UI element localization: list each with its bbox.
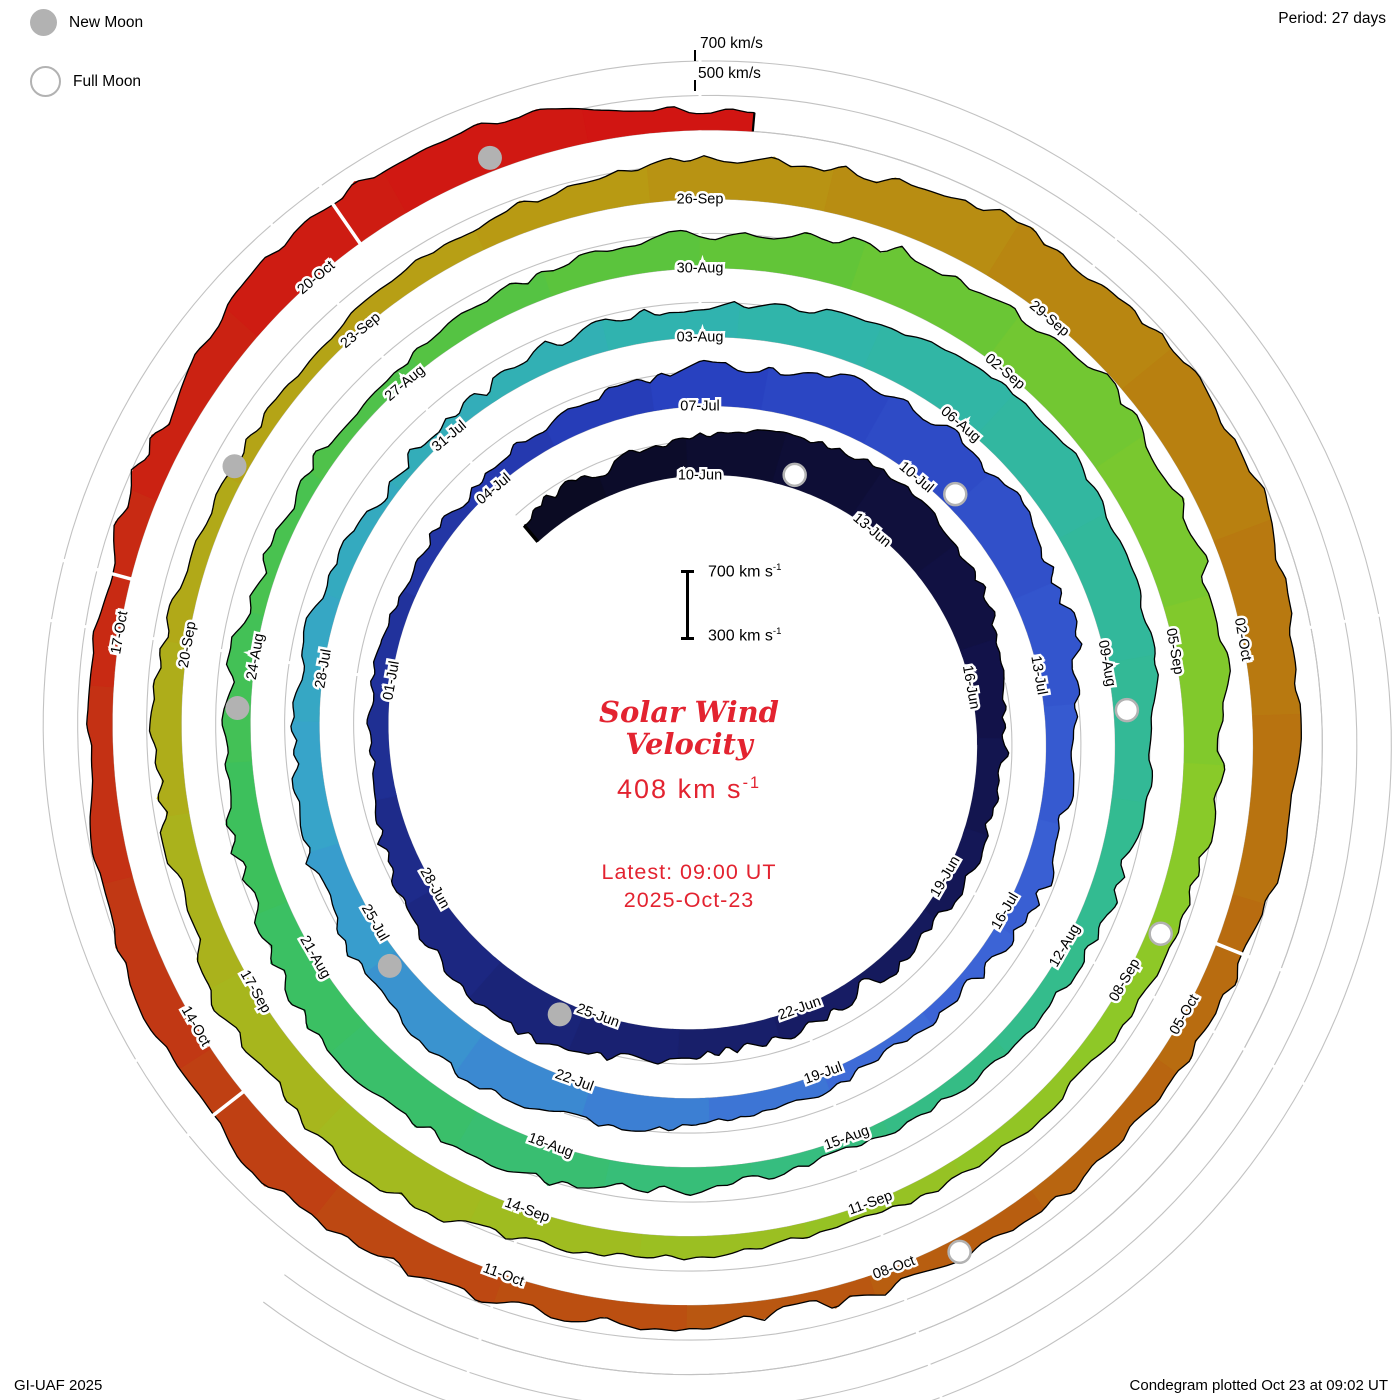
velocity-band-segment [86,670,133,885]
spiral-date-label: 15-Aug [822,1123,871,1154]
scalebar-top-label: 700 km s-1 [708,562,781,581]
full-moon-label: Full Moon [73,72,142,90]
grid-tick-gap [1308,613,1382,630]
velocity-band-segment [814,1012,933,1097]
velocity-scalebar-top-cap [681,570,694,573]
plotted-label: Condegram plotted Oct 23 at 09:02 UT [1129,1377,1388,1394]
velocity-band-segment [671,1276,876,1332]
spiral-date-label: 07-Jul [680,399,720,415]
latest-timestamp: Latest: 09:00 UT 2025-Oct-23 [444,858,934,915]
new-moon-marker [225,696,250,721]
legend-new-moon: New Moon [30,9,143,36]
velocity-band-segment [1148,762,1226,941]
new-moon-marker [377,953,402,978]
scalebar-bottom-exp: -1 [772,626,782,637]
trace-start-cap [522,524,540,543]
velocity-band-segment [1036,704,1078,834]
velocity-band-segment [455,1187,642,1258]
full-moon-marker [947,1239,972,1265]
velocity-band-segment [669,1016,780,1060]
velocity-band-segment [581,106,755,143]
full-moon-icon [30,66,61,97]
legend-full-moon: Full Moon [30,66,141,97]
velocity-band-segment [571,1082,710,1132]
velocity-band-segment [1013,582,1083,716]
full-moon-marker [943,481,968,507]
credit-label: GI-UAF 2025 [14,1377,103,1394]
scalebar-bottom-label: 300 km s-1 [708,626,781,645]
data-gap-line [54,556,133,582]
grid-tick-gap [1091,210,1141,269]
velocity-band-segment [475,160,664,250]
velocity-band-segment [165,465,247,645]
velocity-band-segment [523,475,613,543]
current-velocity-exp: -1 [742,774,761,792]
scalebar-bottom-text: 300 km s [708,627,773,645]
spiral-date-label: 03-Aug [677,330,724,346]
new-moon-marker [222,454,247,479]
period-label: Period: 27 days [1278,10,1386,27]
scalebar-top-text: 700 km s [708,563,773,581]
chart-title: Solar Wind Velocity [444,695,934,761]
velocity-band-segment [873,1039,1009,1138]
scalebar-top-exp: -1 [772,562,782,573]
grid-tick-gap [915,1329,944,1400]
data-gap-line [1214,941,1290,975]
latest-date-line: 2025-Oct-23 [623,888,755,913]
velocity-band-segment [249,460,329,616]
velocity-band-segment [852,909,935,989]
velocity-band-segment [1213,519,1302,729]
velocity-band-segment [699,231,878,293]
grid-tick-gap [456,1337,483,1400]
grid-tick-gap [1241,1046,1307,1086]
velocity-band-segment [221,599,267,763]
velocity-band-segment [546,374,663,447]
full-moon-marker [1148,921,1173,946]
new-moon-marker [547,1002,572,1027]
trace-end-cap [751,112,756,132]
velocity-scalebar-bottom-cap [681,637,694,640]
spiral-scale-700-label: 700 km/s [700,35,763,52]
chart-title-line1: Solar Wind [599,695,779,729]
spiral-scale-500-label: 500 km/s [698,65,761,82]
velocity-band-segment [915,924,1014,1030]
data-gap-line [313,177,363,246]
velocity-band-segment [1229,713,1302,918]
velocity-band-segment [324,475,406,600]
current-velocity-value: 408 km s-1 [444,774,934,805]
full-moon-marker [1114,697,1140,723]
velocity-band-segment [1068,797,1146,947]
new-moon-icon [30,9,57,36]
spiral-date-label: 30-Aug [677,261,724,277]
spiral-scale-700-tick [694,50,696,61]
velocity-band-segment [1163,595,1231,778]
latest-time-line: Latest: 09:00 UT [601,860,777,884]
velocity-trace [86,106,1302,1332]
velocity-band-segment [487,318,619,404]
new-moon-marker [477,145,502,170]
new-moon-label: New Moon [69,13,144,31]
velocity-scalebar [686,570,689,640]
full-moon-marker [782,462,807,488]
chart-title-line2: Velocity [625,726,753,761]
velocity-band-segment [403,496,478,597]
spiral-date-label: 10-Jun [678,468,722,484]
data-gap-line [180,1089,246,1142]
velocity-band-segment [1020,1058,1177,1218]
current-velocity-text: 408 km s [617,774,743,804]
velocity-band-segment [224,750,288,915]
spiral-date-label: 26-Sep [677,192,724,208]
spiral-scale-500-tick [694,80,696,91]
